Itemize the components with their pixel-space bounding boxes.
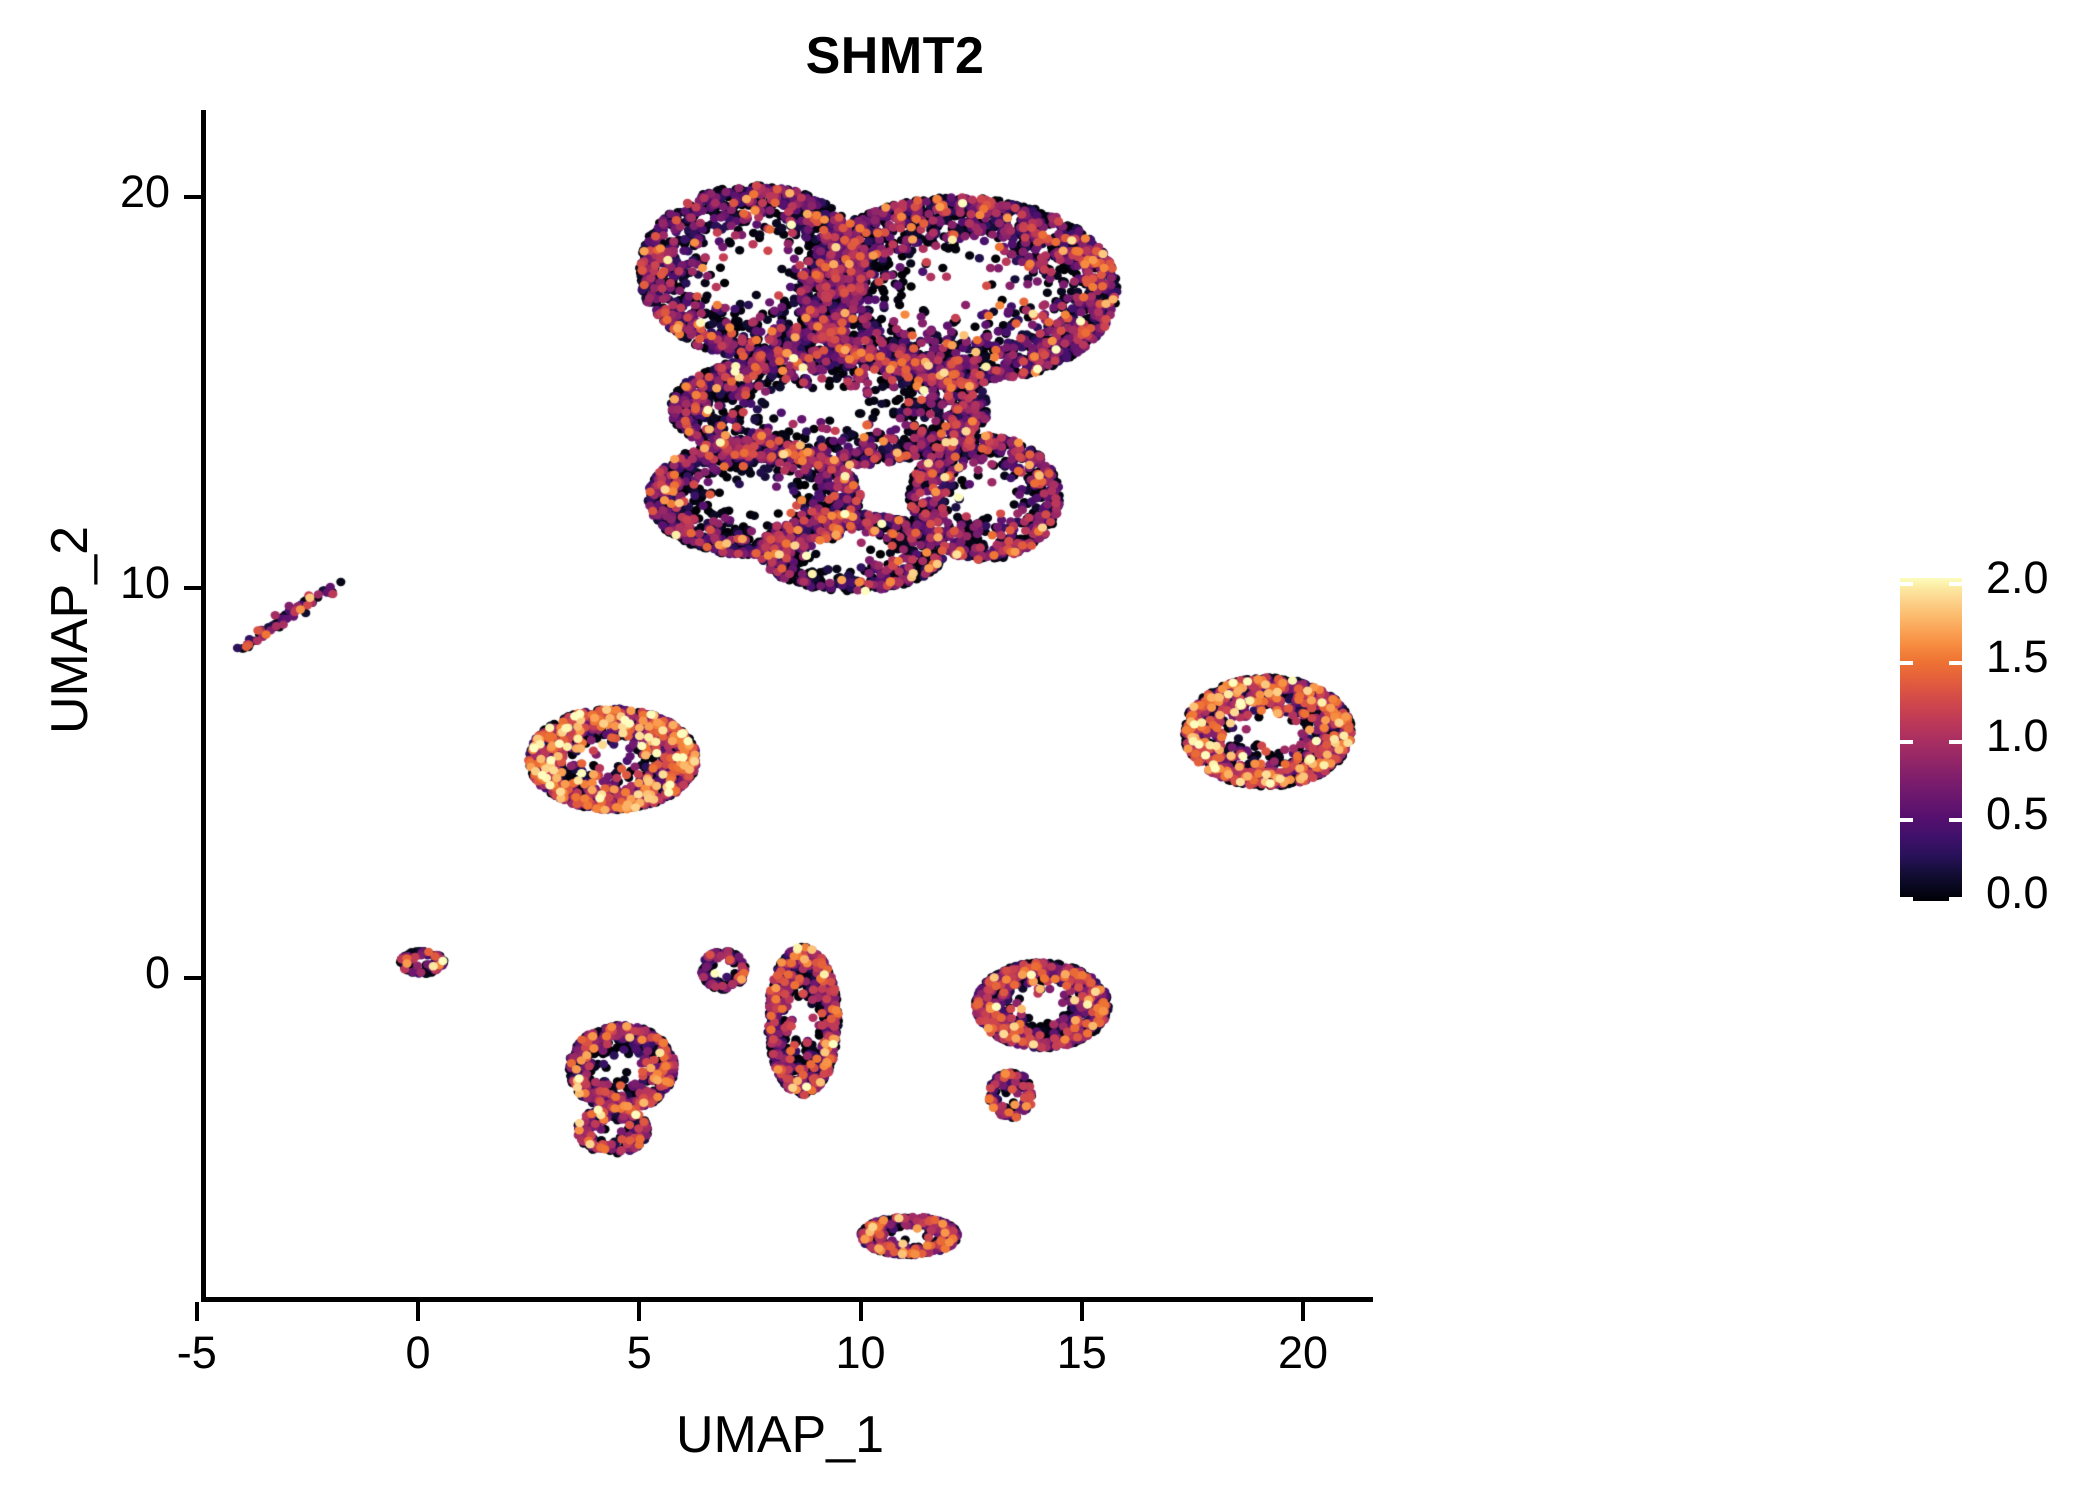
plot-panel <box>205 110 1370 1300</box>
x-tick-label: 5 <box>626 1327 652 1378</box>
x-tick-label: 15 <box>1056 1327 1107 1378</box>
colorbar-tick-label: 2.0 <box>1986 552 2049 603</box>
x-tick-mark <box>194 1302 199 1321</box>
colorbar-tick-mark <box>1900 582 1913 586</box>
x-tick-label: 20 <box>1277 1327 1329 1378</box>
x-tick-label: 0 <box>405 1327 431 1378</box>
x-tick-mark <box>1079 1302 1084 1321</box>
colorbar-tick-label: 1.0 <box>1986 710 2049 761</box>
colorbar-tick-mark <box>1949 818 1962 822</box>
colorbar-tick-label: 0.5 <box>1986 788 2049 839</box>
y-tick-label: 20 <box>119 166 170 217</box>
scatter-points-layer <box>205 110 1370 1300</box>
y-axis-title: UMAP_2 <box>41 525 99 735</box>
x-tick-mark <box>416 1302 420 1321</box>
colorbar-tick-mark <box>1949 740 1962 744</box>
y-tick-mark <box>184 195 201 199</box>
page-title: SHMT2 <box>805 27 985 85</box>
x-tick-mark <box>637 1302 642 1321</box>
y-axis-line <box>201 110 206 1302</box>
x-tick-label: 10 <box>835 1327 886 1378</box>
x-tick-mark <box>858 1302 863 1321</box>
colorbar-tick-mark <box>1900 818 1913 822</box>
y-tick-label: 10 <box>119 556 170 608</box>
colorbar-tick-mark <box>1900 897 1913 901</box>
colorbar-tick-label: 0.0 <box>1986 867 2049 918</box>
x-axis-title: UMAP_1 <box>675 1406 885 1464</box>
colorbar-gradient <box>1900 578 1962 901</box>
y-tick-mark <box>184 976 201 980</box>
colorbar-tick-mark <box>1949 897 1962 901</box>
colorbar-tick-mark <box>1949 661 1962 665</box>
x-tick-label: -5 <box>176 1327 217 1378</box>
x-axis-line <box>201 1297 1373 1302</box>
colorbar-tick-mark <box>1900 661 1913 665</box>
y-tick-label: 0 <box>144 947 170 998</box>
x-tick-mark <box>1301 1302 1305 1321</box>
color-legend: 2.0 1.5 1.0 0.5 0.0 <box>1900 552 2090 918</box>
y-tick-mark <box>184 585 201 590</box>
colorbar-tick-mark <box>1900 740 1913 744</box>
colorbar-tick-mark <box>1949 582 1962 586</box>
colorbar-tick-label: 1.5 <box>1986 631 2049 682</box>
